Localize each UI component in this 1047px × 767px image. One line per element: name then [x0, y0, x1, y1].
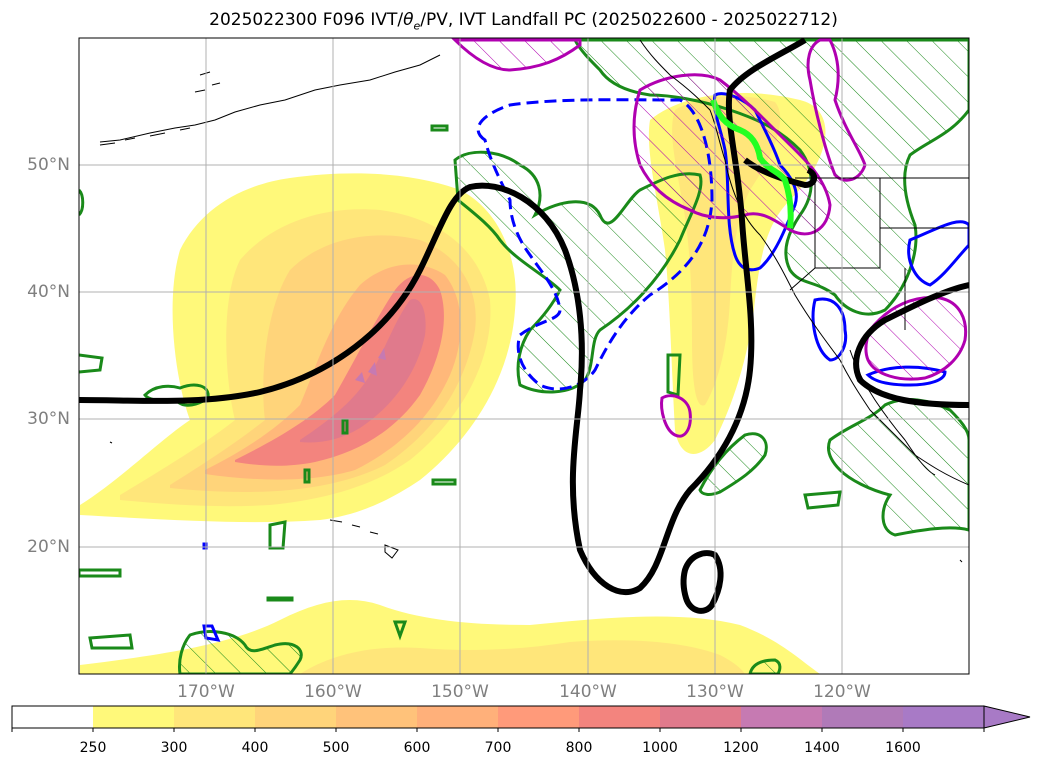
pv-contour-islet-6 — [79, 568, 122, 578]
pv-contour-islet-3 — [303, 468, 311, 484]
cb-tick-800: 800 — [565, 740, 593, 756]
pv-region-central — [453, 150, 703, 394]
colorbar-segment — [741, 706, 822, 728]
lon-label-150w: 150°W — [431, 682, 489, 702]
theta-e-contour — [79, 38, 969, 614]
colorbar-segment — [579, 706, 660, 728]
cb-tick-400: 400 — [241, 740, 269, 756]
ivt-shade-1200 — [355, 348, 386, 383]
colorbar-segment — [822, 706, 903, 728]
ivt-shade-800 — [235, 275, 444, 466]
border-states — [789, 178, 969, 330]
lat-label-20: 20°N — [27, 537, 70, 557]
pv-region-southwest — [178, 630, 303, 674]
theta-e-southwest-us — [853, 282, 969, 408]
lon-label-140w: 140°W — [559, 682, 617, 702]
map-title: 2025022300 F096 IVT/θe/PV, IVT Landfall … — [0, 10, 1047, 32]
lon-label-130w: 130°W — [686, 682, 744, 702]
ivt-south-300 — [300, 640, 745, 674]
colorbar-segment — [417, 706, 498, 728]
colorbar-segment — [93, 706, 174, 728]
title-suffix: /PV, IVT Landfall PC (2025022600 - 20250… — [420, 10, 838, 30]
cb-tick-600: 600 — [403, 740, 431, 756]
pv-contour-islet-1 — [430, 124, 449, 132]
lat-label-50: 50°N — [27, 155, 70, 175]
pv-blue-dashed-trough — [476, 98, 714, 391]
colorbar-segment — [12, 706, 93, 728]
theta-e-coastal-hook — [743, 157, 818, 189]
lon-label-160w: 160°W — [304, 682, 362, 702]
coast-hawaii — [329, 519, 399, 559]
pv-small-contours — [79, 124, 842, 650]
pv-contour-islet-10 — [803, 490, 842, 510]
map-layers — [79, 38, 969, 674]
cb-tick-1400: 1400 — [804, 740, 840, 756]
coast-baja — [849, 349, 936, 476]
lon-label-170w: 170°W — [177, 682, 235, 702]
pv-contour-islet-11 — [666, 353, 682, 397]
cb-tick-500: 500 — [322, 740, 350, 756]
colorbar-segment — [498, 706, 579, 728]
pv-contour-west-edge — [79, 188, 85, 217]
lat-label-40: 40°N — [27, 282, 70, 302]
pv-contour-islet-7 — [266, 596, 294, 602]
title-sub: e — [413, 19, 421, 33]
gridlines — [79, 38, 969, 674]
pv-contour-islet-5 — [268, 520, 287, 550]
colorbar-segment — [660, 706, 741, 728]
coast-aleutians — [99, 127, 191, 146]
pv-region-south-small — [748, 658, 782, 674]
pv-blue-southwest-us — [907, 220, 969, 287]
pv-hatched-regions — [178, 38, 969, 674]
cb-tick-1600: 1600 — [885, 740, 921, 756]
title-theta: θ — [403, 10, 414, 30]
cb-tick-700: 700 — [484, 740, 512, 756]
pv-magenta-north — [451, 38, 582, 72]
landfall-line — [710, 99, 794, 229]
ivt-shade-1000 — [300, 299, 426, 443]
pv-blue-interior — [811, 297, 848, 362]
colorbar-segment — [336, 706, 417, 728]
pv-contour-islet-2 — [341, 418, 349, 435]
pv-region-ridge — [698, 432, 768, 496]
colorbar — [11, 705, 1031, 732]
colorbar-segment — [903, 706, 984, 728]
cb-tick-250: 250 — [79, 740, 107, 756]
pv-contour-islet-9 — [392, 620, 408, 641]
cb-tick-300: 300 — [160, 740, 188, 756]
pv-blue-islet-1 — [202, 624, 221, 642]
coast-north-america — [639, 39, 969, 486]
lon-label-120w: 120°W — [813, 682, 871, 702]
pv-contour-islet-8 — [88, 633, 134, 650]
colorbar-extend-arrow — [983, 705, 1031, 729]
pv-contour-islet-4 — [431, 478, 457, 486]
colorbar-segment — [255, 706, 336, 728]
pv-magenta-northeast — [806, 38, 867, 182]
coastlines — [99, 39, 969, 563]
title-prefix: 2025022300 F096 IVT/ — [209, 10, 404, 30]
pv-region-southeast — [826, 398, 969, 537]
coast-alaska-peninsula — [99, 54, 441, 143]
cb-tick-1000: 1000 — [642, 740, 678, 756]
lat-label-30: 30°N — [27, 409, 70, 429]
theta-e-cutoff — [680, 550, 724, 614]
map-frame — [78, 37, 970, 675]
cb-tick-1200: 1200 — [723, 740, 759, 756]
coast-islands-nw — [109, 71, 963, 563]
theta-e-main — [79, 38, 807, 596]
pv-contour-west-blob — [79, 353, 104, 374]
colorbar-segment — [174, 706, 255, 728]
